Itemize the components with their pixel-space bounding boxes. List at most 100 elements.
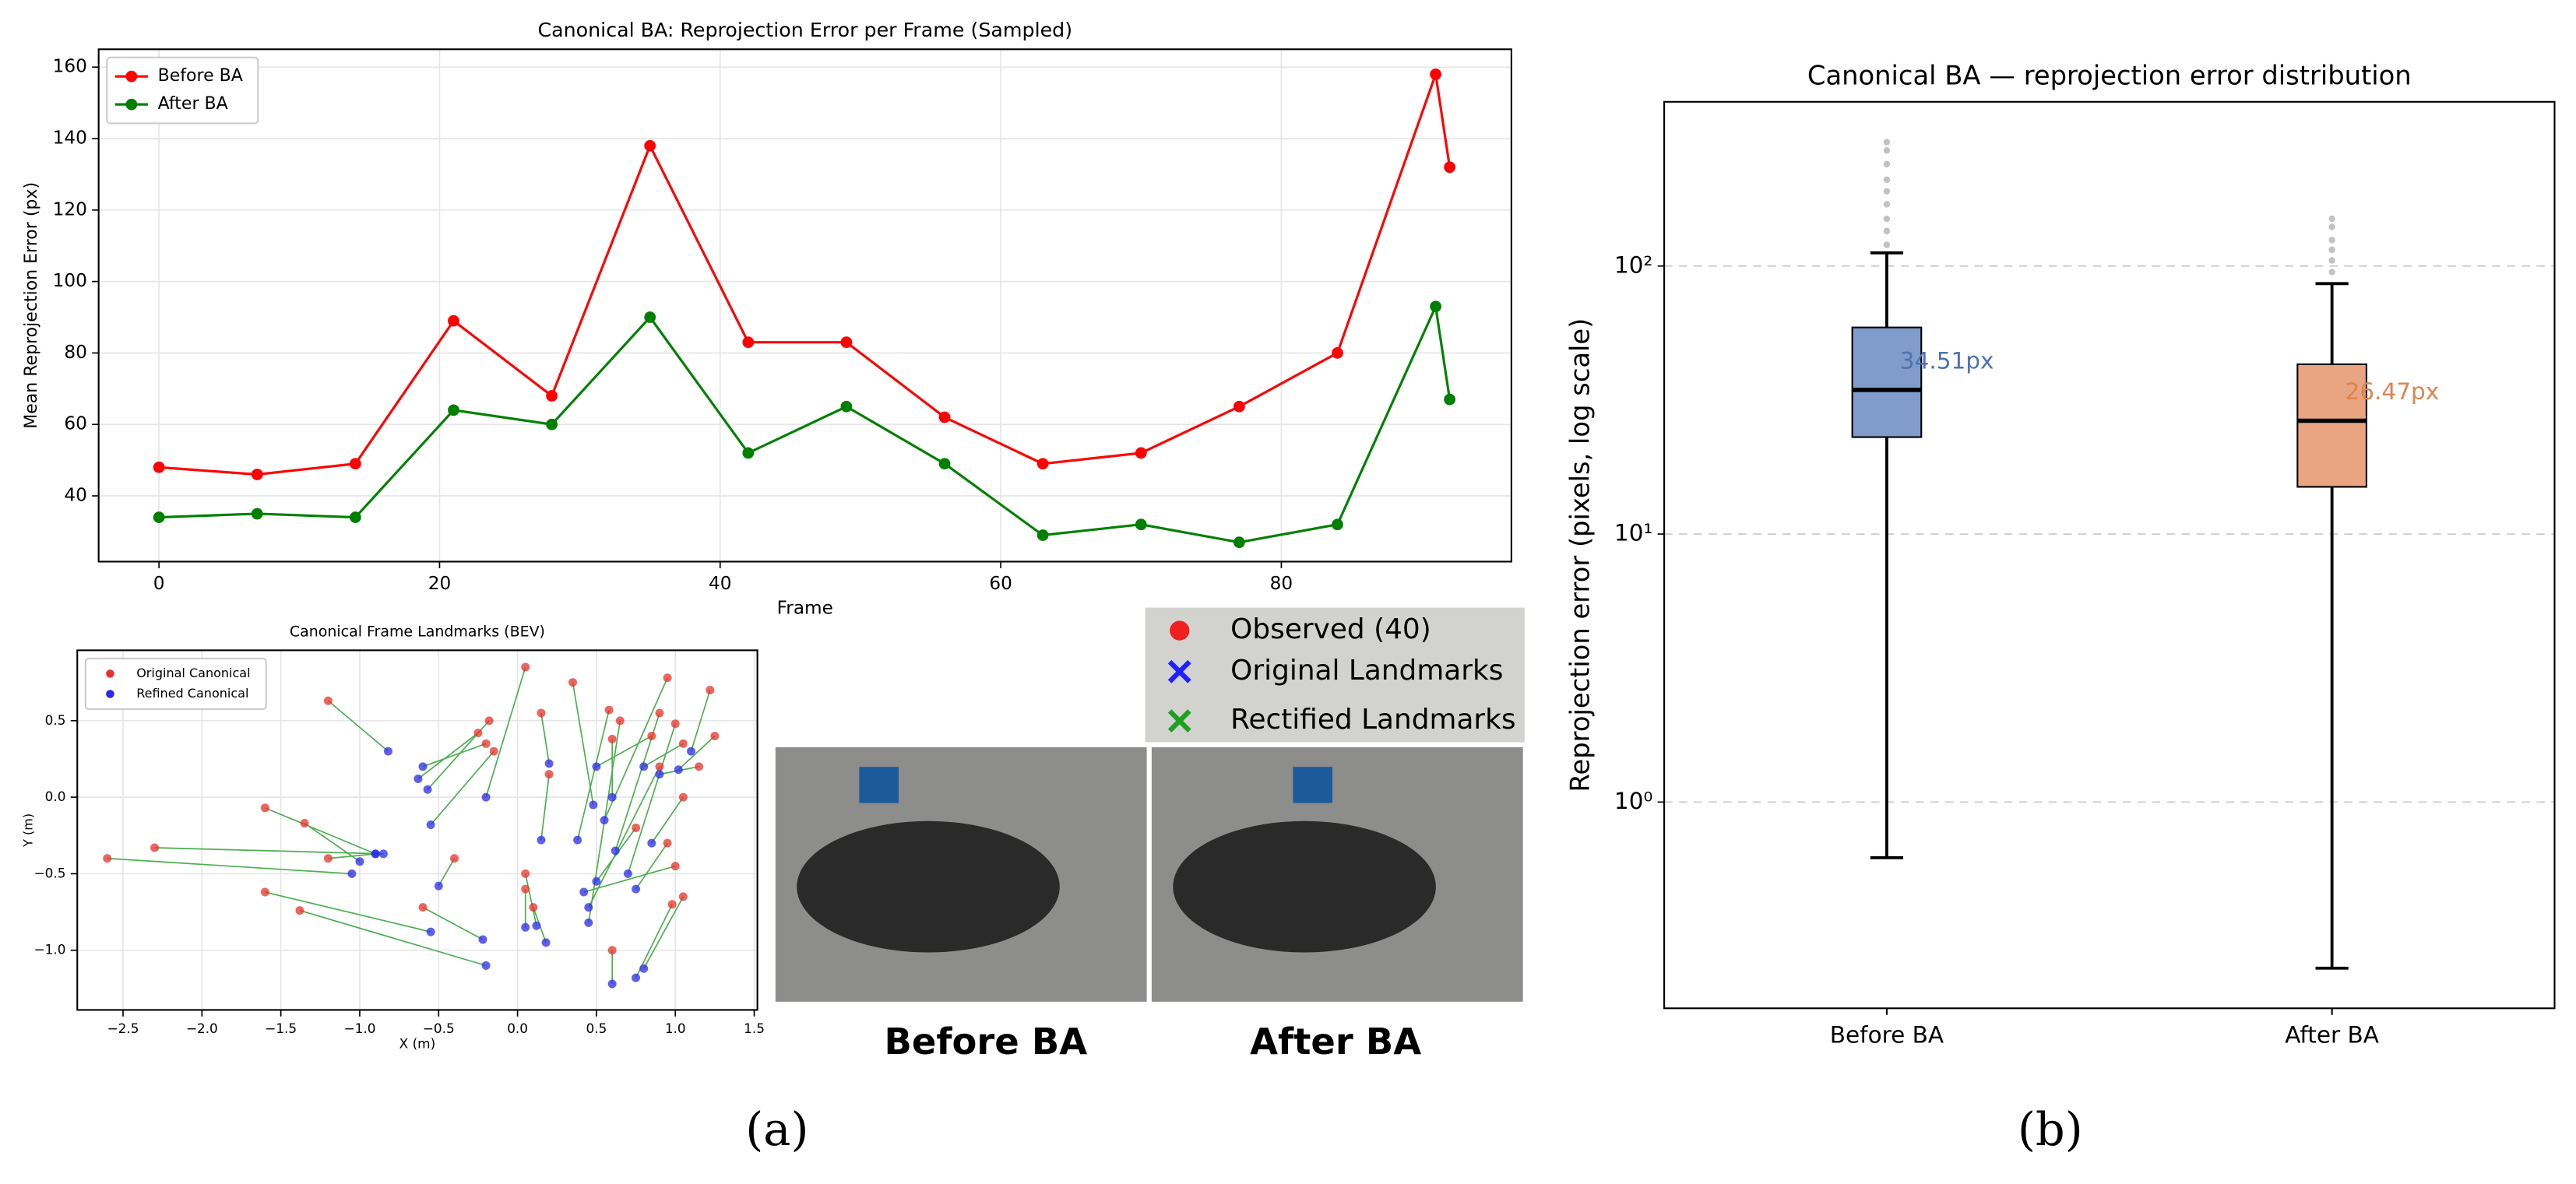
x-tick-label: 1.5 <box>744 1021 765 1036</box>
displacement-line <box>304 822 361 863</box>
point <box>655 770 664 779</box>
y-tick-label: 0.0 <box>45 789 66 804</box>
point <box>840 336 853 349</box>
outlier <box>2328 237 2335 244</box>
caption: Before BA <box>884 1021 1087 1063</box>
point <box>687 747 695 756</box>
point <box>611 846 620 856</box>
legend-marker <box>1167 659 1191 683</box>
point <box>355 857 364 866</box>
legend-text: Rectified Landmarks <box>1230 704 1515 736</box>
point <box>426 820 435 829</box>
point <box>592 877 601 886</box>
displacement-line <box>265 891 431 933</box>
legend-text: Original Landmarks <box>1230 655 1503 687</box>
y-tick-label: 10¹ <box>1614 520 1652 546</box>
displacement-line <box>485 666 526 798</box>
x-axis-label: X (m) <box>399 1035 436 1051</box>
point <box>323 854 333 863</box>
y-tick-label: 120 <box>53 199 87 220</box>
y-tick-label: 140 <box>53 128 87 149</box>
x-tick-label: −2.5 <box>107 1021 139 1036</box>
point <box>537 708 546 718</box>
point <box>260 803 269 813</box>
outlier <box>1883 215 1891 223</box>
plot-frame <box>97 48 1512 563</box>
point <box>448 404 459 416</box>
point <box>607 734 617 743</box>
point <box>153 461 165 473</box>
point <box>423 785 432 794</box>
point <box>670 862 680 871</box>
x-tick-label: After BA <box>2285 1022 2379 1049</box>
point <box>150 843 160 852</box>
y-axis-label: Reprojection error (pixels, log scale) <box>1564 318 1595 792</box>
outlier <box>1883 139 1891 146</box>
point <box>579 887 589 897</box>
point <box>349 458 361 470</box>
point <box>1233 400 1245 413</box>
point <box>663 673 672 683</box>
point <box>623 869 632 878</box>
point <box>742 447 755 459</box>
car <box>1173 820 1436 953</box>
point <box>663 838 672 848</box>
point <box>546 418 558 430</box>
point <box>615 716 625 726</box>
point <box>481 961 491 970</box>
outlier <box>1883 160 1891 168</box>
chart-title: Canonical BA: Reprojection Error per Fra… <box>537 19 1072 41</box>
point <box>153 511 165 523</box>
point <box>647 731 656 740</box>
chart-title: Canonical BA — reprojection error distri… <box>1807 61 2412 91</box>
y-tick-label: 100 <box>53 270 87 291</box>
displacement-line <box>635 842 668 890</box>
point <box>674 765 683 775</box>
plot-frame <box>1663 100 2556 1010</box>
value-label: 34.51px <box>1900 347 1994 374</box>
panel-label: (a) <box>745 1102 808 1156</box>
point <box>1036 529 1049 541</box>
point <box>478 935 487 944</box>
point <box>1444 161 1456 174</box>
point <box>378 849 388 859</box>
displacement-line <box>690 690 711 752</box>
point <box>1444 393 1456 406</box>
point <box>1036 458 1049 470</box>
displacement-line <box>572 682 594 806</box>
displacement-line <box>627 723 677 874</box>
displacement-line <box>588 766 660 908</box>
x-tick-label: 20 <box>428 573 452 594</box>
car <box>797 820 1060 953</box>
x-tick-label: 80 <box>1270 573 1293 594</box>
x-tick-label: −1.0 <box>343 1021 375 1036</box>
point <box>573 835 582 845</box>
displacement-line <box>576 709 610 841</box>
x-tick-label: 0.5 <box>586 1021 607 1036</box>
y-tick-label: 80 <box>64 342 87 363</box>
displacement-line <box>107 857 352 875</box>
x-tick-label: −0.5 <box>423 1021 455 1036</box>
point <box>584 918 593 927</box>
point <box>434 881 443 891</box>
point <box>521 884 530 894</box>
point <box>568 678 578 687</box>
point <box>251 469 263 480</box>
point <box>418 903 428 912</box>
point <box>644 139 656 152</box>
displacement-line <box>540 712 550 764</box>
point <box>448 314 459 327</box>
displacement-line <box>430 750 494 826</box>
y-tick-label: −0.5 <box>34 865 66 880</box>
displacement-line <box>328 853 376 859</box>
outlier <box>1883 241 1891 248</box>
point <box>840 400 853 413</box>
legend-text: After BA <box>158 94 228 114</box>
displacement-line <box>642 896 684 969</box>
legend-text: Observed (40) <box>1230 613 1431 645</box>
legend-marker <box>125 98 138 111</box>
x-tick-label: 40 <box>709 573 732 594</box>
x-tick-label: 0.0 <box>507 1021 528 1036</box>
